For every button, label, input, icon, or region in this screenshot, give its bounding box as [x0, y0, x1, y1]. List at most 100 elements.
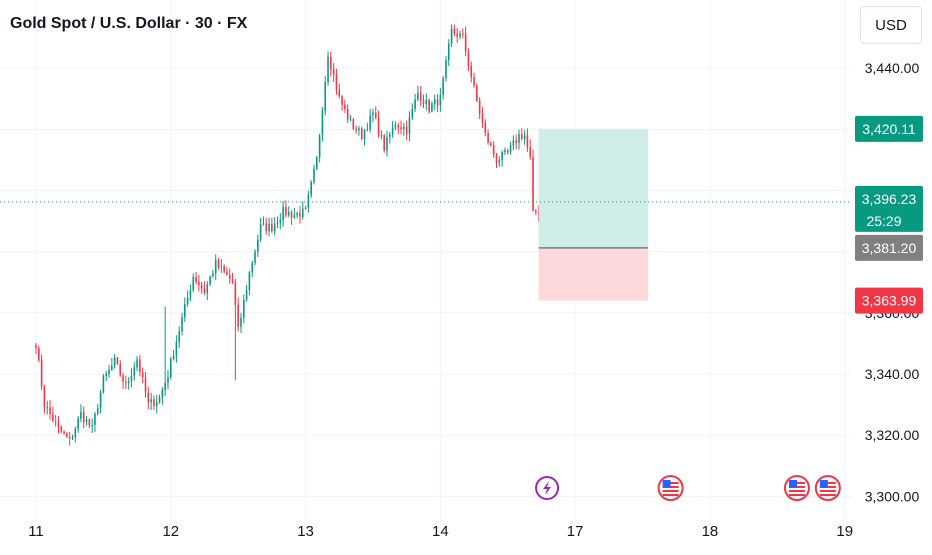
candle-body: [248, 272, 251, 290]
flag-canton: [819, 480, 828, 488]
candle-body: [431, 103, 433, 112]
target-price-label-box: [855, 115, 923, 142]
candle-body: [403, 127, 405, 129]
candle-body: [231, 278, 234, 283]
candle-body: [94, 413, 96, 425]
candle-body: [335, 74, 338, 90]
candle-body: [52, 414, 54, 421]
candle-body: [467, 51, 470, 67]
candle-body: [478, 100, 481, 114]
candle-body: [433, 99, 436, 104]
y-tick-label: 3,340.00: [865, 366, 920, 382]
candle-body: [360, 128, 363, 140]
candle-body: [203, 288, 206, 294]
candle-body: [96, 408, 99, 414]
candle-body: [377, 118, 380, 136]
candle-body: [147, 392, 150, 403]
candle-body: [537, 211, 540, 215]
candle-body: [68, 436, 71, 439]
candle-body: [321, 111, 324, 136]
candle-body: [330, 56, 332, 70]
candle-body: [509, 145, 512, 153]
candle-body: [102, 375, 105, 393]
candle-body: [268, 223, 270, 231]
candle-body: [276, 222, 279, 225]
x-tick-label: 17: [567, 523, 584, 540]
stop-price-label: 3,363.99: [862, 293, 917, 309]
candle-body: [127, 380, 130, 383]
candle-body: [349, 119, 352, 121]
candle-body: [262, 223, 265, 225]
candle-body: [456, 33, 458, 37]
candle-body: [212, 273, 214, 277]
x-tick-label: 19: [836, 523, 853, 540]
y-tick-label: 3,320.00: [865, 427, 920, 443]
lightning-glyph: [543, 481, 552, 495]
candle-body: [419, 92, 422, 101]
x-tick-label: 13: [297, 523, 314, 540]
candle-body: [99, 392, 102, 409]
candle-body: [304, 208, 307, 210]
candle-body: [144, 377, 147, 393]
candle-body: [383, 135, 385, 151]
flag-stripe: [788, 494, 805, 496]
candle-body: [136, 359, 138, 368]
entry-price-label: 3,381.20: [862, 240, 917, 256]
entry-price-label-box: [855, 234, 923, 261]
candle-body: [414, 99, 416, 109]
candle-body: [355, 128, 357, 131]
currency-button[interactable]: USD: [860, 6, 922, 44]
candle-body: [150, 399, 152, 403]
candle-body: [490, 143, 492, 146]
candle-body: [172, 356, 175, 359]
candle-body: [363, 130, 366, 140]
candle-body: [195, 277, 197, 283]
candle-body: [346, 109, 349, 120]
candle-body: [484, 122, 487, 134]
candle-body: [119, 363, 122, 376]
candle-body: [130, 375, 133, 381]
candle-body: [310, 182, 312, 195]
candle-body: [189, 290, 192, 298]
candle-body: [506, 150, 509, 153]
candle-body: [397, 125, 400, 128]
candle-body: [374, 112, 377, 119]
candle-body: [91, 424, 93, 426]
candle-body: [417, 92, 419, 100]
candle-body: [394, 125, 397, 128]
candle-body: [257, 239, 259, 252]
candle-body: [43, 386, 46, 408]
candle-body: [327, 56, 329, 82]
candle-body: [35, 345, 37, 349]
stop-price-label-box: [855, 287, 923, 314]
candle-body: [155, 402, 158, 406]
candle-body: [324, 81, 327, 112]
candle-body: [301, 208, 304, 217]
candle-body: [206, 284, 209, 294]
candle-body: [344, 104, 346, 110]
flag-stripe: [819, 490, 836, 492]
candle-body: [296, 213, 298, 216]
candle-body: [223, 266, 225, 272]
candle-body: [436, 99, 439, 106]
candle-body: [287, 212, 290, 216]
candle-body: [63, 431, 65, 434]
candle-body: [487, 133, 489, 144]
x-tick-label: 14: [432, 523, 449, 540]
candle-body: [462, 33, 464, 35]
last-price-box: [855, 185, 923, 232]
position-target-zone[interactable]: [538, 128, 649, 248]
candle-body: [366, 129, 369, 131]
candle-body: [184, 304, 186, 318]
position-stop-zone[interactable]: [538, 247, 649, 301]
candle-body: [422, 100, 425, 104]
candle-body: [476, 85, 478, 101]
candle-body: [242, 300, 245, 318]
bar-countdown: 25:29: [866, 213, 901, 229]
candle-body: [111, 365, 113, 370]
candle-body: [178, 331, 181, 343]
candle-body: [169, 358, 172, 378]
flag-stripe: [662, 494, 679, 496]
